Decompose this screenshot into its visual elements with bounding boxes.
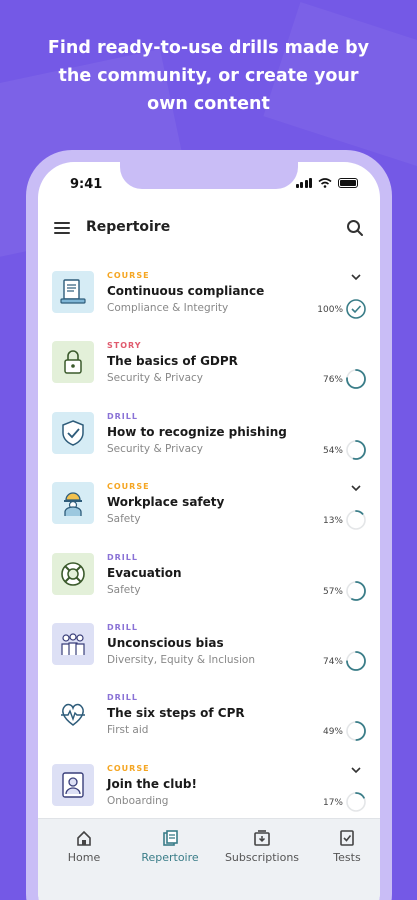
list-item-how-to-recognize-phishing[interactable]: DRILL How to recognize phishing Security…: [38, 403, 380, 473]
item-type-label: DRILL: [107, 693, 138, 703]
item-category: Onboarding: [107, 794, 169, 807]
person-badge-icon: [62, 772, 84, 798]
progress-ring: [346, 791, 366, 812]
tab-label: Tests: [333, 851, 361, 864]
tab-home[interactable]: Home: [54, 829, 114, 864]
progress-percent: 49%: [322, 727, 343, 738]
list-item-join-the-club[interactable]: COURSE Join the club! Onboarding 17%: [38, 755, 380, 825]
progress-percent: 13%: [322, 516, 343, 527]
tab-tests[interactable]: Tests: [314, 829, 380, 864]
item-title: The six steps of CPR: [107, 706, 245, 721]
content-list: COURSE Continuous compliance Compliance …: [38, 262, 380, 825]
repertoire-icon: [163, 830, 178, 846]
progress-ring: [346, 721, 366, 742]
item-category: Safety: [107, 583, 141, 596]
item-title: Join the club!: [107, 776, 197, 791]
progress-ring: [346, 369, 366, 390]
subscriptions-icon: [254, 830, 270, 846]
phone-screen: 9:41 Repertoire COURSE Continuou: [38, 162, 380, 900]
signal-icon: [295, 178, 312, 188]
tab-label: Home: [67, 851, 101, 864]
item-thumbnail: [52, 552, 94, 595]
item-title: Unconscious bias: [107, 635, 224, 650]
progress-percent: 57%: [322, 586, 343, 597]
chevron-down-icon[interactable]: [350, 764, 362, 776]
progress-ring: [346, 510, 366, 531]
item-category: Diversity, Equity & Inclusion: [107, 653, 256, 666]
tab-repertoire[interactable]: Repertoire: [130, 829, 210, 864]
list-item-continuous-compliance[interactable]: COURSE Continuous compliance Compliance …: [38, 262, 380, 332]
progress-ring: [346, 299, 366, 319]
item-thumbnail: [52, 341, 94, 384]
document-laptop-icon: [60, 279, 86, 304]
list-item-the-six-steps-of-cpr[interactable]: DRILL The six steps of CPR First aid 49%: [38, 684, 380, 754]
progress-percent: 17%: [322, 797, 343, 808]
hamburger-menu-icon[interactable]: [54, 222, 70, 234]
item-type-label: STORY: [107, 341, 142, 351]
item-thumbnail: [52, 763, 94, 806]
item-title: Continuous compliance: [107, 284, 265, 298]
promo-headline: Find ready-to-use drills made by the com…: [47, 38, 370, 114]
home-icon: [77, 830, 91, 846]
progress-ring: [346, 439, 366, 460]
heart-pulse-icon: [61, 704, 85, 727]
phone-notch: [120, 162, 298, 189]
item-category: Compliance & Integrity: [107, 302, 229, 314]
hardhat-worker-icon: [64, 492, 82, 517]
progress-ring: [346, 651, 366, 671]
search-icon[interactable]: [346, 219, 364, 237]
item-title: How to recognize phishing: [107, 424, 287, 439]
battery-icon: [338, 178, 358, 188]
list-item-unconscious-bias[interactable]: DRILL Unconscious bias Diversity, Equity…: [38, 614, 380, 684]
item-type-label: DRILL: [107, 411, 138, 421]
shield-check-icon: [62, 419, 84, 446]
status-time: 9:41: [70, 177, 103, 192]
item-category: Security & Privacy: [107, 442, 203, 455]
item-title: The basics of GDPR: [107, 354, 238, 369]
item-thumbnail: [52, 622, 94, 665]
progress-ring: [346, 580, 366, 601]
item-title: Workplace safety: [107, 495, 225, 510]
padlock-icon: [64, 350, 82, 375]
bottom-tab-bar: Home Repertoire Subscriptions Tests: [38, 818, 380, 900]
item-title: Evacuation: [107, 565, 182, 580]
page-title: Repertoire: [86, 219, 171, 235]
list-item-the-basics-of-gdpr[interactable]: STORY The basics of GDPR Security & Priv…: [38, 332, 380, 402]
app-bar: Repertoire: [38, 210, 380, 250]
tab-label: Subscriptions: [224, 851, 300, 864]
status-icons: [295, 178, 358, 188]
progress-percent: 54%: [322, 445, 343, 456]
item-category: First aid: [107, 724, 149, 737]
item-type-label: COURSE: [107, 482, 150, 492]
list-item-evacuation[interactable]: DRILL Evacuation Safety 57%: [38, 544, 380, 614]
group-people-icon: [61, 633, 85, 655]
item-type-label: DRILL: [107, 552, 138, 562]
progress-percent: 100%: [317, 305, 343, 315]
wifi-icon: [318, 178, 332, 188]
progress-percent: 76%: [322, 375, 343, 386]
item-type-label: DRILL: [107, 622, 138, 632]
item-thumbnail: [52, 482, 94, 525]
item-thumbnail: [52, 693, 94, 736]
item-type-label: COURSE: [107, 271, 150, 280]
chevron-down-icon[interactable]: [350, 482, 362, 494]
tests-icon: [340, 830, 354, 846]
progress-percent: 74%: [322, 656, 343, 667]
phone-frame: 9:41 Repertoire COURSE Continuou: [26, 150, 392, 900]
item-category: Security & Privacy: [107, 372, 203, 385]
tab-label: Repertoire: [141, 851, 199, 864]
lifebuoy-icon: [61, 561, 85, 586]
item-thumbnail: [52, 411, 94, 454]
item-category: Safety: [107, 513, 141, 526]
chevron-down-icon[interactable]: [350, 271, 362, 283]
item-type-label: COURSE: [107, 763, 150, 773]
item-thumbnail: [52, 271, 94, 313]
list-item-workplace-safety[interactable]: COURSE Workplace safety Safety 13%: [38, 473, 380, 543]
tab-subscriptions[interactable]: Subscriptions: [210, 829, 314, 864]
